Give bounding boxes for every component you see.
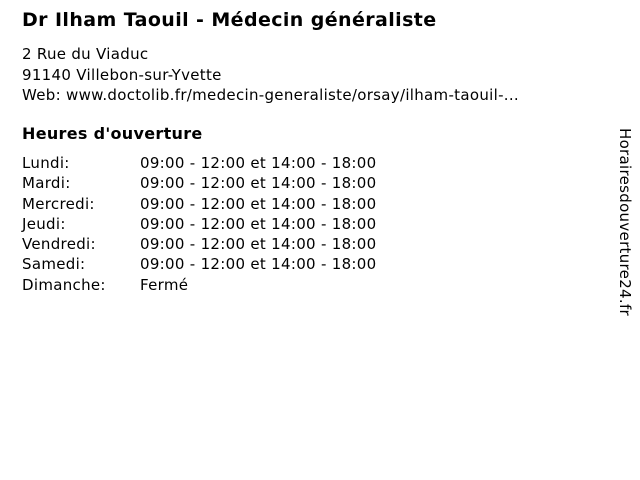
hours-row-friday: Vendredi: 09:00 - 12:00 et 14:00 - 18:00 — [22, 235, 376, 255]
time-value: 09:00 - 12:00 et 14:00 - 18:00 — [140, 235, 377, 254]
day-label: Lundi: — [22, 154, 70, 172]
hours-row-thursday: Jeudi: 09:00 - 12:00 et 14:00 - 18:00 — [22, 215, 376, 235]
watermark-vertical-text: Horairesdouverture24.fr — [616, 128, 634, 316]
time-value: 09:00 - 12:00 et 14:00 - 18:00 — [140, 154, 377, 172]
hours-row-tuesday: Mardi: 09:00 - 12:00 et 14:00 - 18:00 — [22, 174, 376, 194]
hours-row-saturday: Samedi: 09:00 - 12:00 et 14:00 - 18:00 — [22, 255, 376, 275]
address-block: 2 Rue du Viaduc 91140 Villebon-sur-Yvett… — [22, 44, 519, 106]
time-value: 09:00 - 12:00 et 14:00 - 18:00 — [140, 255, 377, 274]
address-city: 91140 Villebon-sur-Yvette — [22, 65, 222, 84]
website-line: Web: www.doctolib.fr/medecin-generaliste… — [22, 86, 519, 104]
time-value: 09:00 - 12:00 et 14:00 - 18:00 — [140, 174, 377, 193]
day-label: Dimanche: — [22, 275, 106, 294]
hours-row-wednesday: Mercredi: 09:00 - 12:00 et 14:00 - 18:00 — [22, 195, 376, 215]
day-label: Vendredi: — [22, 235, 96, 254]
hours-table: Lundi: 09:00 - 12:00 et 14:00 - 18:00 Ma… — [22, 154, 376, 296]
page-title: Dr Ilham Taouil - Médecin généraliste — [22, 9, 437, 31]
day-label: Jeudi: — [22, 214, 66, 233]
time-value: 09:00 - 12:00 et 14:00 - 18:00 — [140, 214, 377, 233]
day-label: Mercredi: — [22, 194, 95, 213]
hours-heading: Heures d'ouverture — [22, 124, 203, 143]
time-value: 09:00 - 12:00 et 14:00 - 18:00 — [140, 194, 377, 213]
hours-row-monday: Lundi: 09:00 - 12:00 et 14:00 - 18:00 — [22, 154, 376, 174]
hours-row-sunday: Dimanche: Fermé — [22, 276, 376, 296]
time-value: Fermé — [140, 275, 189, 294]
day-label: Samedi: — [22, 255, 86, 274]
address-street: 2 Rue du Viaduc — [22, 45, 149, 63]
day-label: Mardi: — [22, 174, 71, 193]
